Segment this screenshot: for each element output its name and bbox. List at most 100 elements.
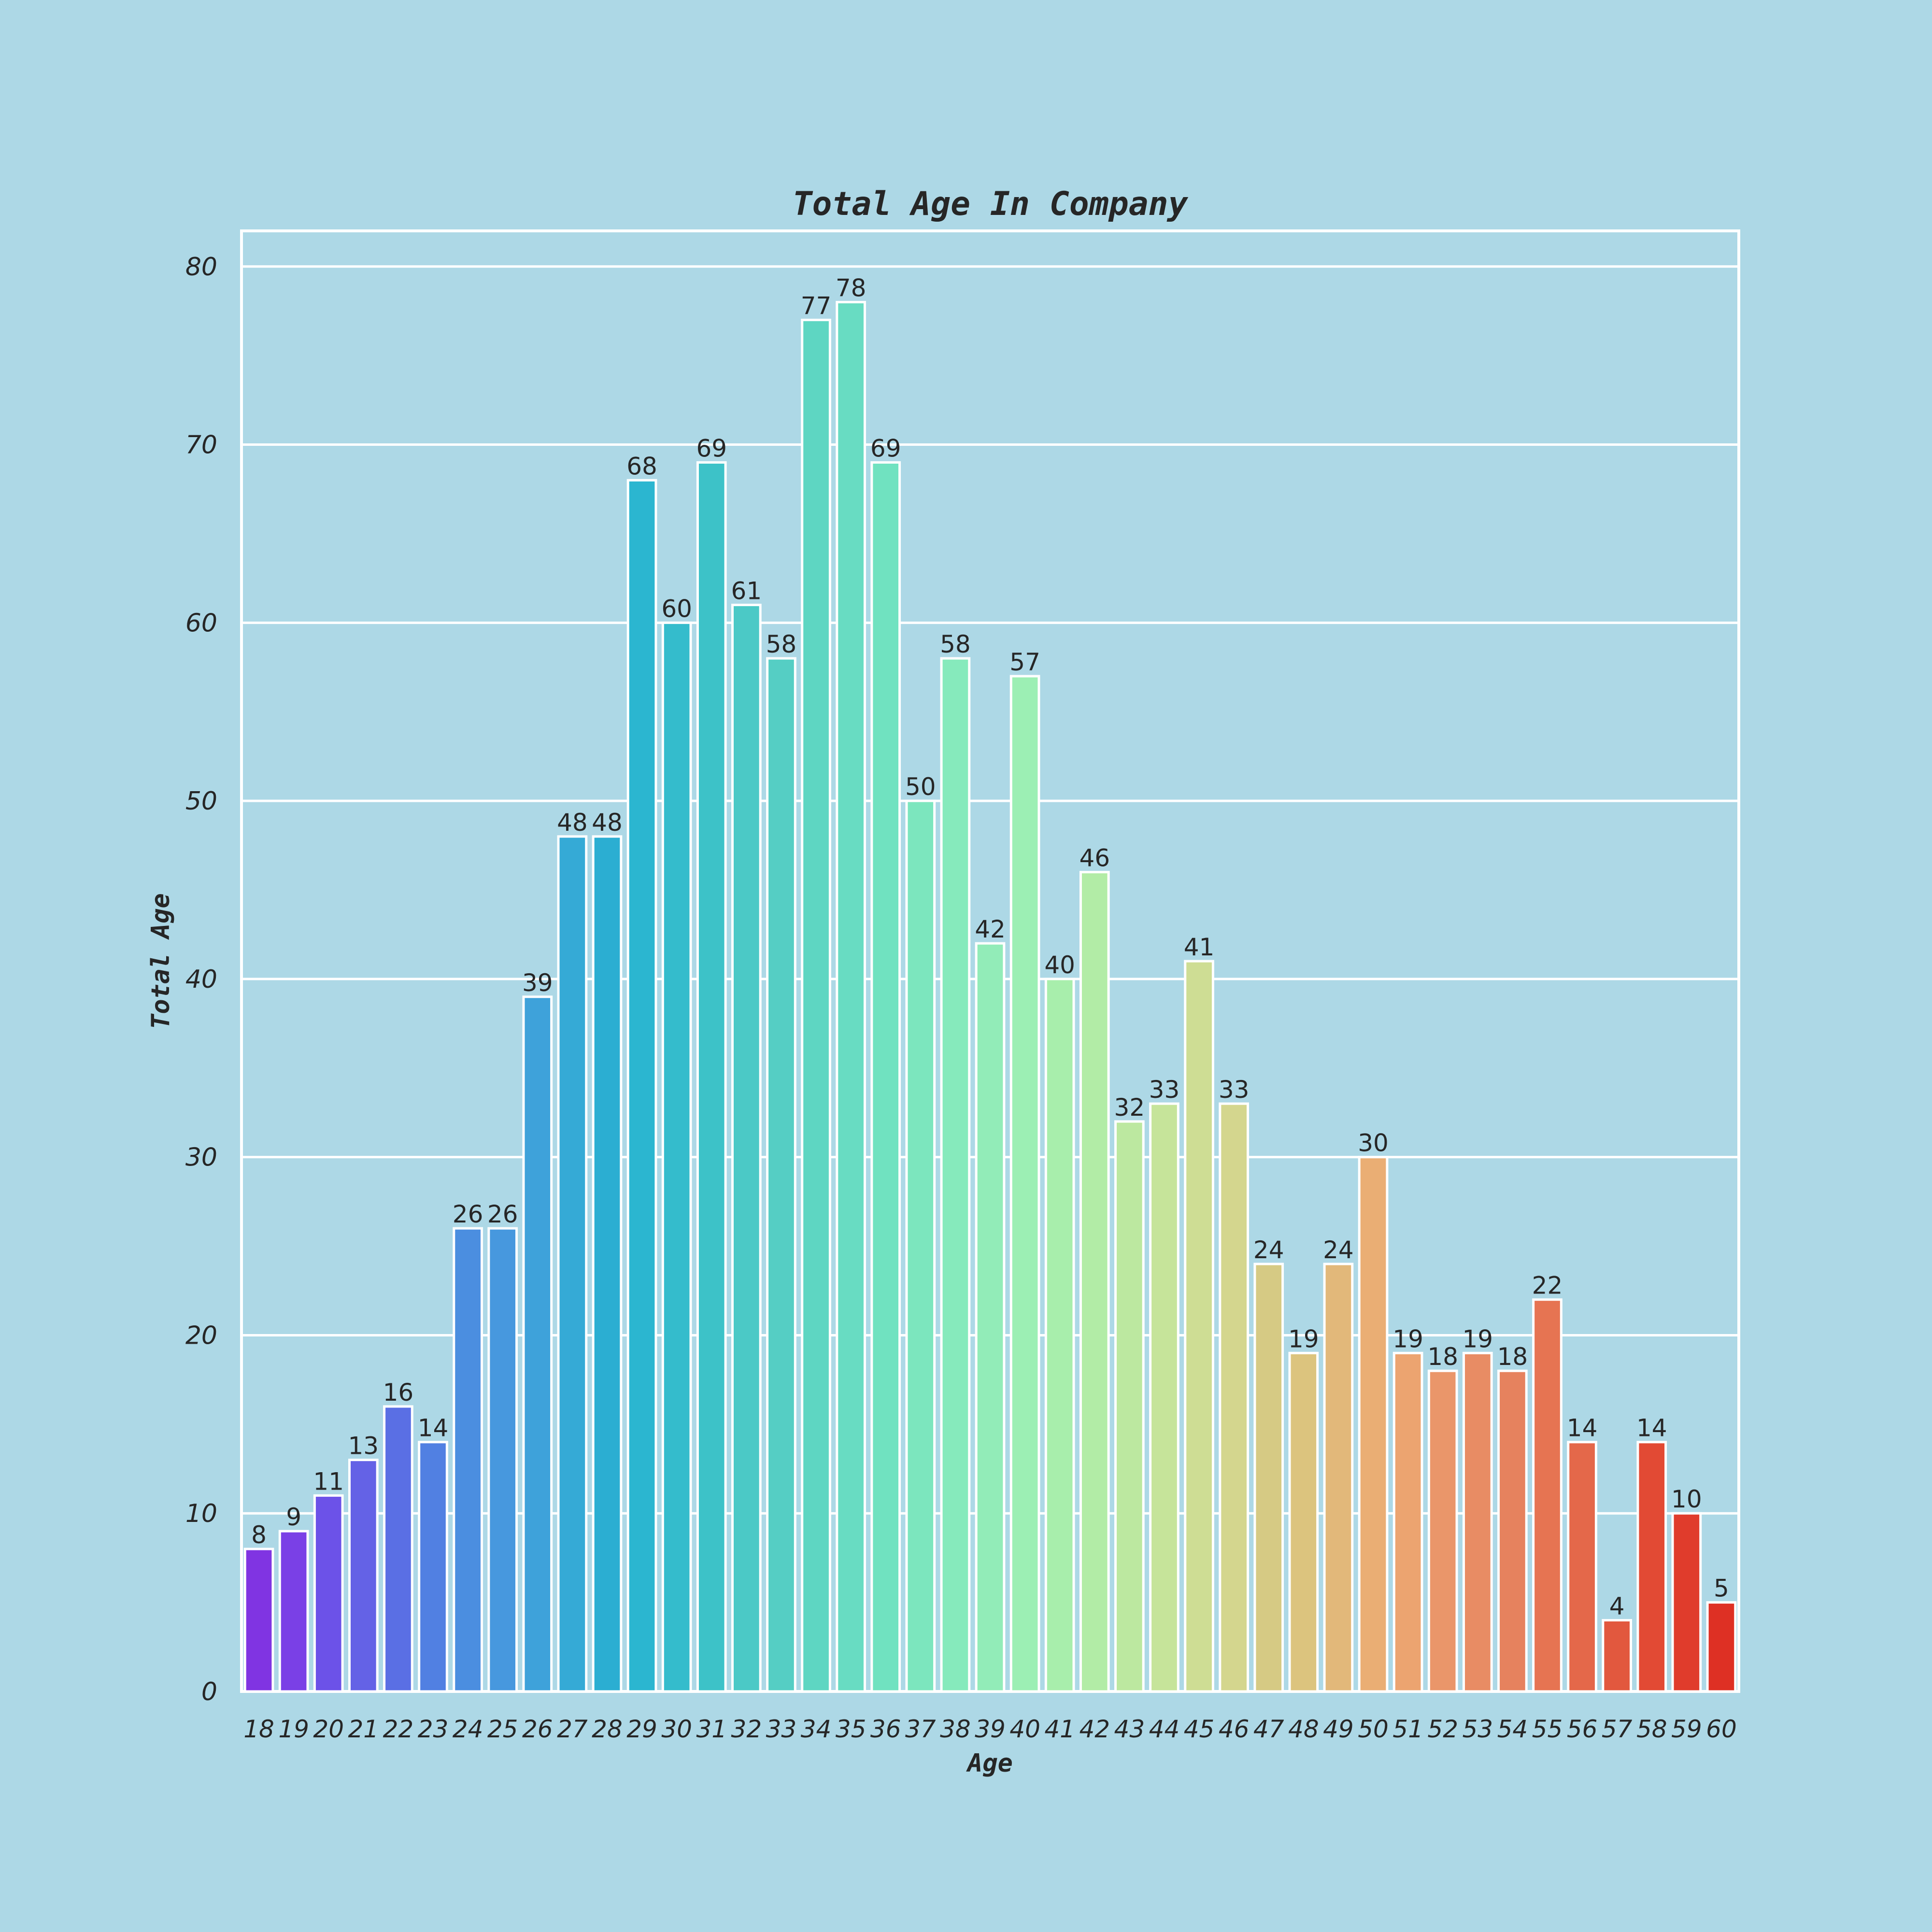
bar-42 [1079, 871, 1110, 1693]
bar-56 [1567, 1441, 1597, 1693]
data-label-50: 30 [1358, 1129, 1389, 1157]
x-axis-label: Age [966, 1749, 1013, 1778]
x-tick-label: 29 [626, 1715, 657, 1743]
data-label-26: 39 [522, 969, 553, 997]
bar-24 [453, 1227, 483, 1693]
x-tick-label: 19 [278, 1715, 309, 1743]
data-label-18: 8 [251, 1521, 267, 1549]
x-tick-label: 53 [1462, 1715, 1493, 1743]
x-tick-label: 28 [592, 1715, 623, 1743]
bar-32 [731, 603, 762, 1693]
y-tick-label: 0 [201, 1677, 217, 1706]
data-label-51: 19 [1392, 1325, 1423, 1353]
bar-22 [383, 1405, 413, 1693]
x-tick-label: 36 [870, 1715, 901, 1743]
bar-55 [1532, 1298, 1563, 1693]
data-label-36: 69 [870, 434, 901, 462]
x-tick-label: 21 [348, 1715, 379, 1743]
bar-36 [870, 461, 901, 1693]
data-label-28: 48 [592, 809, 623, 837]
data-label-41: 40 [1044, 951, 1075, 979]
data-label-48: 19 [1288, 1325, 1319, 1353]
bars [243, 301, 1737, 1693]
data-label-46: 33 [1219, 1076, 1250, 1104]
x-tick-label: 25 [487, 1715, 518, 1743]
y-tick-label: 60 [185, 609, 217, 638]
x-tick-label: 22 [383, 1715, 414, 1743]
x-tick-label: 40 [1009, 1715, 1040, 1743]
data-label-45: 41 [1184, 933, 1215, 961]
bar-38 [940, 657, 971, 1693]
x-tick-label: 45 [1184, 1715, 1215, 1743]
x-tick-label: 43 [1114, 1715, 1145, 1743]
x-tick-label: 49 [1323, 1715, 1354, 1743]
bar-19 [278, 1530, 309, 1693]
data-label-21: 13 [348, 1432, 379, 1460]
data-label-43: 32 [1114, 1094, 1145, 1122]
data-label-38: 58 [940, 630, 971, 658]
y-tick-label: 70 [185, 431, 217, 460]
x-tick-label: 34 [801, 1715, 832, 1743]
data-label-39: 42 [975, 915, 1006, 943]
x-tick-label: 60 [1706, 1715, 1737, 1743]
data-label-27: 48 [557, 809, 588, 837]
y-tick-label: 50 [185, 787, 217, 816]
data-label-20: 11 [313, 1467, 344, 1495]
bar-47 [1253, 1263, 1284, 1693]
x-tick-label: 18 [243, 1715, 274, 1743]
bar-49 [1323, 1263, 1354, 1693]
y-tick-label: 40 [185, 965, 217, 994]
x-tick-label: 56 [1567, 1715, 1598, 1743]
x-tick-label: 31 [696, 1715, 727, 1743]
bar-41 [1044, 978, 1075, 1693]
bar-46 [1219, 1102, 1249, 1693]
x-tick-label: 46 [1219, 1715, 1250, 1743]
x-tick-label: 44 [1149, 1715, 1180, 1743]
x-tick-label: 20 [313, 1715, 344, 1743]
bar-43 [1114, 1120, 1145, 1693]
x-tick-label: 41 [1044, 1715, 1075, 1743]
chart-title: Total Age In Company [793, 185, 1189, 223]
bar-39 [975, 942, 1006, 1693]
bar-28 [592, 835, 623, 1693]
y-tick-label: 80 [185, 253, 217, 282]
x-tick-label: 52 [1427, 1715, 1458, 1743]
bar-23 [418, 1441, 448, 1693]
bar-60 [1706, 1601, 1737, 1693]
bar-34 [801, 318, 831, 1693]
bar-26 [522, 995, 553, 1693]
x-tick-label: 30 [661, 1715, 692, 1743]
bar-40 [1009, 675, 1040, 1693]
x-tick-label: 47 [1253, 1715, 1284, 1743]
data-label-29: 68 [626, 452, 657, 480]
x-tick-label: 42 [1079, 1715, 1110, 1743]
data-label-56: 14 [1567, 1414, 1598, 1442]
y-tick-label: 30 [185, 1143, 217, 1172]
x-tick-label: 57 [1602, 1715, 1633, 1743]
bar-33 [766, 657, 796, 1693]
x-tick-labels: 18 19 20 21 22 23 24 25 26 27 28 29 30 31 32 33 34 35 36 37… [243, 1715, 1737, 1743]
bar-45 [1184, 960, 1214, 1693]
data-label-49: 24 [1323, 1236, 1354, 1264]
data-label-58: 14 [1636, 1414, 1667, 1442]
data-label-57: 4 [1609, 1592, 1625, 1620]
bar-57 [1602, 1619, 1633, 1693]
x-tick-label: 33 [766, 1715, 797, 1743]
data-label-30: 60 [661, 595, 692, 623]
bar-21 [348, 1459, 379, 1693]
x-tick-label: 24 [453, 1715, 483, 1743]
x-tick-label: 48 [1288, 1715, 1319, 1743]
x-tick-label: 23 [418, 1715, 449, 1743]
data-label-54: 18 [1497, 1343, 1528, 1371]
x-tick-label: 37 [905, 1715, 936, 1743]
bar-48 [1288, 1351, 1319, 1693]
y-axis-label: Total Age [146, 893, 175, 1029]
bar-58 [1636, 1441, 1667, 1693]
data-label-47: 24 [1253, 1236, 1284, 1264]
data-label-44: 33 [1149, 1076, 1180, 1104]
x-tick-label: 26 [522, 1715, 553, 1743]
x-tick-label: 58 [1636, 1715, 1667, 1743]
bar-30 [661, 621, 692, 1693]
